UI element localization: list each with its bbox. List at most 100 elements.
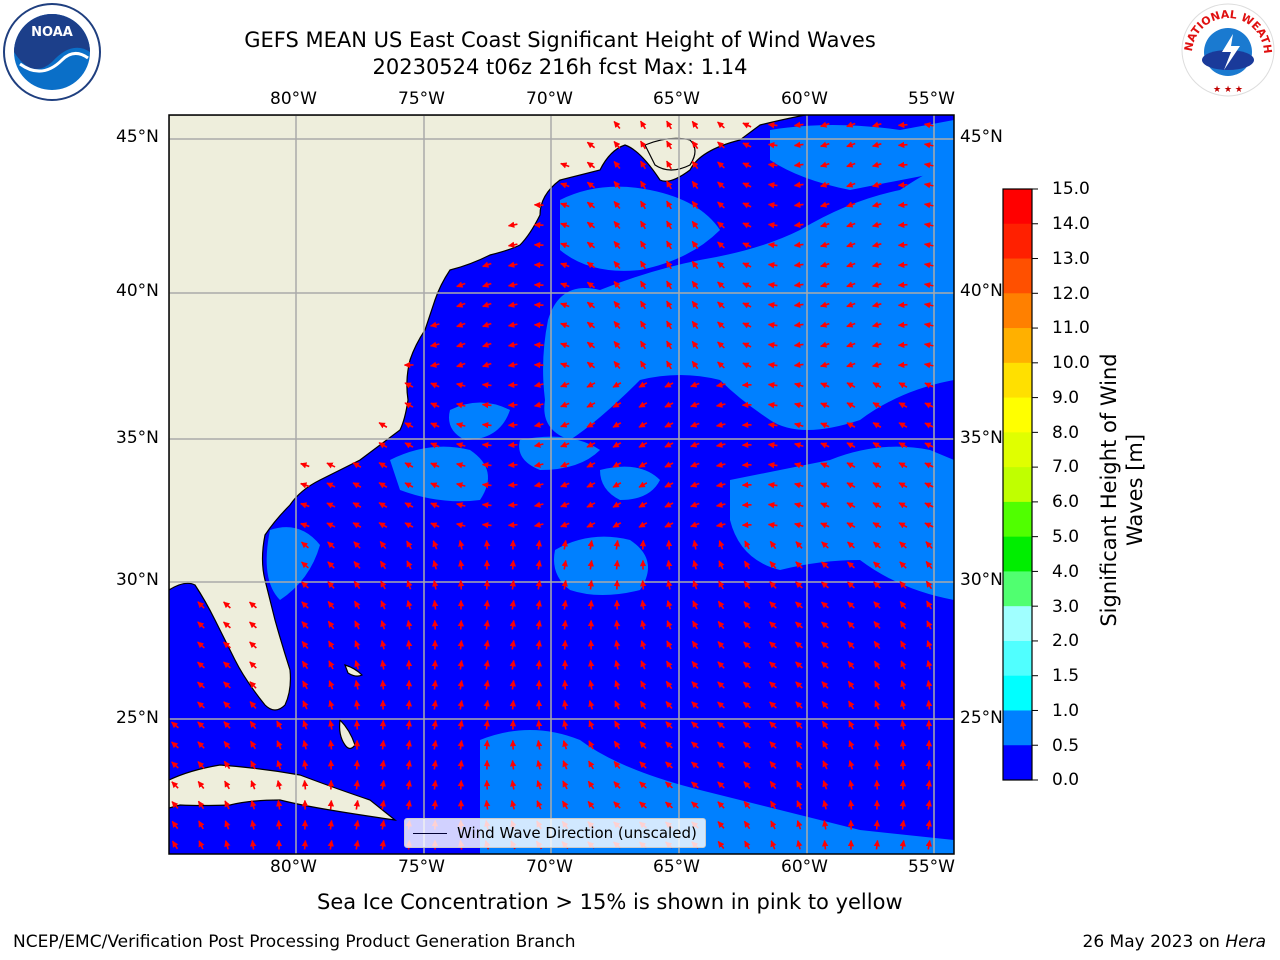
wave-arrow: [874, 720, 881, 730]
wave-arrow: [691, 360, 699, 370]
wave-arrow: [820, 121, 830, 128]
wave-arrow: [742, 322, 752, 329]
wave-arrow: [380, 640, 387, 650]
wave-arrow: [715, 521, 726, 528]
wave-arrow: [431, 599, 439, 610]
wave-arrow: [926, 679, 933, 690]
wave-arrow: [482, 281, 492, 288]
wave-arrow: [638, 481, 648, 488]
wave-arrow: [482, 321, 492, 328]
wave-arrow: [717, 661, 725, 669]
wave-arrow: [899, 561, 907, 569]
wave-arrow: [456, 382, 466, 389]
wave-arrow: [354, 699, 361, 710]
colorbar-tick: 15.0: [1052, 179, 1090, 199]
wave-arrow: [872, 321, 882, 328]
wave-arrow: [327, 561, 335, 569]
wave-arrow: [923, 362, 934, 369]
noaa-logo-text: NOAA: [31, 25, 73, 40]
wave-arrow: [691, 701, 699, 709]
wave-arrow: [872, 121, 882, 128]
chart-title: GEFS MEAN US East Coast Significant Heig…: [244, 28, 876, 52]
wave-arrow: [769, 761, 777, 769]
wave-arrow: [586, 241, 596, 249]
colorbar-swatch: [1003, 745, 1032, 781]
wave-arrow: [560, 401, 570, 408]
wave-arrow: [820, 442, 830, 449]
wave-arrow: [613, 221, 621, 229]
wave-arrow: [924, 462, 934, 469]
wave-arrow: [897, 361, 908, 369]
wave-arrow: [638, 421, 648, 428]
wave-arrow: [586, 521, 596, 528]
wave-arrow: [691, 300, 699, 310]
wave-arrow: [691, 661, 699, 669]
wave-arrow: [353, 580, 361, 590]
wave-arrow: [431, 759, 438, 770]
lon-tick-top: 80°W: [270, 89, 317, 109]
colorbar-tick: 0.5: [1052, 736, 1080, 756]
wave-arrow: [405, 799, 412, 810]
wave-arrow: [925, 819, 932, 830]
wave-arrow: [846, 402, 856, 409]
wave-arrow: [612, 461, 622, 468]
wave-arrow: [560, 441, 570, 448]
lon-tick-top: 55°W: [908, 89, 955, 109]
wave-arrow: [820, 502, 830, 509]
wave-arrow: [717, 281, 725, 289]
wave-arrow: [715, 481, 726, 488]
wave-arrow: [925, 839, 932, 850]
wave-arrow: [507, 361, 518, 368]
wave-arrow: [872, 221, 882, 228]
wave-arrow: [925, 779, 933, 790]
wave-arrow: [717, 781, 725, 789]
wave-arrow: [640, 640, 647, 650]
wave-arrow: [820, 482, 830, 489]
wave-arrow: [535, 599, 542, 610]
wave-arrow: [481, 421, 492, 429]
wave-arrow: [769, 661, 777, 669]
wave-arrow: [431, 739, 438, 750]
wave-arrow: [198, 840, 205, 850]
wave-arrow: [536, 780, 543, 790]
wave-arrow: [456, 281, 466, 288]
wave-arrow: [457, 719, 464, 730]
wave-arrow: [898, 402, 908, 409]
colorbar-swatch: [1003, 640, 1032, 677]
wave-arrow: [872, 422, 882, 429]
wave-arrow: [794, 442, 804, 449]
wave-arrow: [820, 141, 830, 148]
wave-arrow: [795, 641, 803, 649]
wave-arrow: [846, 301, 856, 308]
wave-arrow: [533, 441, 544, 448]
wave-arrow: [767, 381, 778, 389]
wave-arrow: [715, 421, 726, 428]
wave-arrow: [847, 541, 855, 549]
wave-arrow: [821, 541, 829, 549]
wave-arrow: [742, 362, 752, 369]
wave-arrow: [847, 561, 855, 569]
wave-arrow: [717, 261, 725, 269]
wave-arrow: [923, 222, 934, 229]
wave-arrow: [898, 442, 908, 449]
wave-arrow: [847, 680, 855, 690]
wave-arrow: [613, 760, 621, 770]
wave-arrow: [223, 601, 231, 609]
wave-arrow: [378, 502, 388, 509]
wave-arrow: [640, 599, 647, 610]
wave-arrow: [171, 781, 179, 789]
wave-arrow: [742, 122, 752, 129]
wave-arrow: [717, 361, 725, 369]
wave-arrow: [509, 559, 517, 570]
wave-arrow: [197, 780, 205, 790]
wave-arrow: [430, 482, 440, 489]
wave-arrow: [613, 801, 621, 809]
wave-arrow: [769, 561, 777, 569]
wave-arrow: [378, 462, 388, 469]
wave-arrow: [795, 681, 803, 689]
wave-arrow: [796, 820, 803, 830]
wave-arrow: [586, 461, 596, 468]
wave-arrow: [483, 799, 491, 810]
wave-arrow: [664, 521, 674, 528]
